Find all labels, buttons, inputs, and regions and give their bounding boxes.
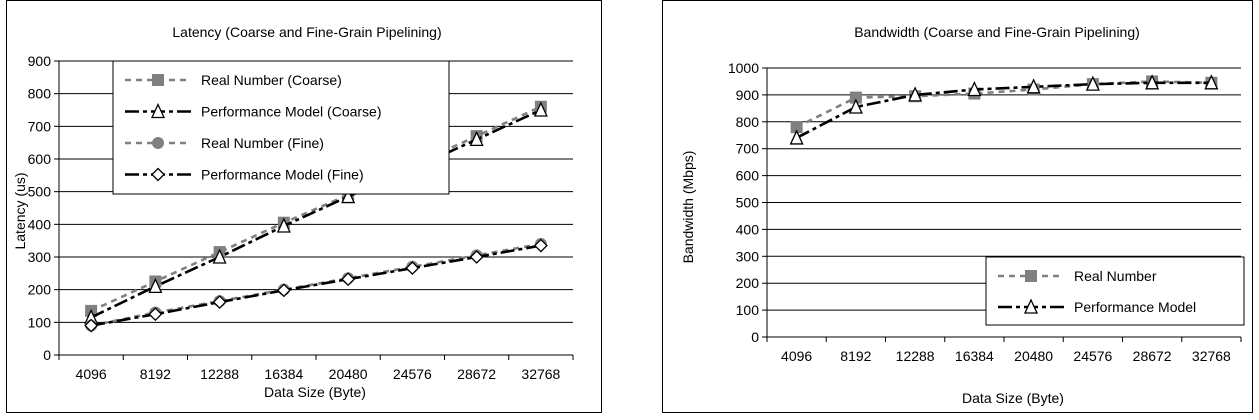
legend-swatch-marker xyxy=(152,137,164,149)
x-tick-label: 20480 xyxy=(329,366,368,382)
y-tick-label: 600 xyxy=(736,168,760,184)
chart-title: Latency (Coarse and Fine-Grain Pipelinin… xyxy=(172,24,441,40)
data-point xyxy=(533,101,548,117)
y-tick-label: 500 xyxy=(28,184,52,200)
y-tick-label: 300 xyxy=(736,248,760,264)
data-point xyxy=(341,272,356,287)
x-tick-label: 28672 xyxy=(1133,348,1172,364)
data-point xyxy=(469,130,484,147)
latency-chart: Latency (Coarse and Fine-Grain Pipelinin… xyxy=(6,0,602,413)
y-tick-label: 0 xyxy=(43,347,51,363)
legend-swatch-marker xyxy=(152,74,164,86)
legend-label: Performance Model (Coarse) xyxy=(201,104,382,120)
series-group xyxy=(789,74,1219,145)
y-tick-label: 400 xyxy=(28,216,52,232)
data-point xyxy=(276,217,291,233)
legend-label: Performance Model xyxy=(1074,299,1196,315)
data-point xyxy=(276,283,291,298)
latency-chart-svg: Latency (Coarse and Fine-Grain Pipelinin… xyxy=(12,24,574,400)
bandwidth-chart: Bandwidth (Coarse and Fine-Grain Pipelin… xyxy=(662,0,1253,413)
legend-box xyxy=(112,60,450,195)
data-point xyxy=(533,238,548,253)
x-axis-label: Data Size (Byte) xyxy=(264,384,366,400)
legend-label: Real Number (Coarse) xyxy=(201,72,342,88)
y-tick-label: 300 xyxy=(28,249,52,265)
data-point xyxy=(341,188,356,204)
data-point xyxy=(148,277,163,294)
legend: Real Number Performance Model xyxy=(985,256,1245,326)
y-axis-label: Latency (us) xyxy=(12,172,28,249)
series-line xyxy=(90,244,542,327)
x-tick-label: 20480 xyxy=(1014,348,1053,364)
data-point xyxy=(849,91,862,104)
grid-group: 0 100 200 300 400 500 600 700 800 900 1000 4096 8192… xyxy=(728,60,1242,364)
x-tick-label: 8192 xyxy=(840,348,871,364)
y-tick-label: 700 xyxy=(736,141,760,157)
data-point xyxy=(212,295,227,309)
y-tick-label: 800 xyxy=(28,86,52,102)
y-tick-label: 200 xyxy=(736,275,760,291)
data-point xyxy=(1085,75,1100,91)
y-tick-label: 100 xyxy=(28,314,52,330)
series-line xyxy=(90,105,542,313)
y-tick-label: 200 xyxy=(28,282,52,298)
data-point xyxy=(1145,74,1160,90)
y-tick-label: 500 xyxy=(736,195,760,211)
y-tick-label: 700 xyxy=(28,118,52,134)
data-point xyxy=(908,86,923,102)
y-tick-label: 800 xyxy=(736,114,760,130)
series-line xyxy=(796,80,1212,129)
legend-label: Real Number (Fine) xyxy=(201,135,324,151)
data-point xyxy=(789,129,804,145)
x-tick-label: 4096 xyxy=(781,348,812,364)
y-axis-label: Bandwidth (Mbps) xyxy=(680,151,696,264)
data-point xyxy=(790,121,803,134)
x-tick-label: 4096 xyxy=(76,366,107,382)
legend-box xyxy=(985,256,1245,326)
x-tick-label: 12288 xyxy=(200,366,239,382)
legend-label: Real Number xyxy=(1074,268,1157,284)
data-point xyxy=(469,250,484,264)
x-axis-label: Data Size (Byte) xyxy=(962,390,1064,406)
chart-title: Bandwidth (Coarse and Fine-Grain Pipelin… xyxy=(854,24,1140,40)
x-tick-label: 24576 xyxy=(393,366,432,382)
data-point xyxy=(1204,74,1219,90)
data-point xyxy=(1026,78,1041,94)
series-line xyxy=(90,108,542,319)
legend-swatch-marker xyxy=(1025,270,1037,282)
y-tick-label: 900 xyxy=(28,53,52,69)
data-point xyxy=(848,98,863,114)
legend-swatch-marker xyxy=(1023,298,1039,314)
legend-swatch-marker xyxy=(150,102,166,119)
y-tick-label: 0 xyxy=(751,329,759,345)
legend: Real Number (Coarse) Performance Model (C… xyxy=(112,60,450,195)
legend-swatch-marker xyxy=(151,167,165,182)
x-tick-label: 12288 xyxy=(896,348,935,364)
data-point xyxy=(212,248,227,264)
y-tick-label: 900 xyxy=(736,87,760,103)
data-point xyxy=(405,261,420,276)
y-tick-label: 100 xyxy=(736,302,760,318)
data-point xyxy=(148,307,163,322)
x-tick-label: 28672 xyxy=(457,366,496,382)
y-tick-label: 1000 xyxy=(728,60,759,76)
x-tick-label: 8192 xyxy=(140,366,171,382)
data-point xyxy=(967,80,982,97)
x-tick-label: 16384 xyxy=(955,348,994,364)
data-point xyxy=(84,318,99,333)
legend-label: Performance Model (Fine) xyxy=(201,167,364,183)
bandwidth-chart-svg: Bandwidth (Coarse and Fine-Grain Pipelin… xyxy=(680,24,1245,406)
x-tick-label: 32768 xyxy=(1192,348,1231,364)
x-tick-label: 16384 xyxy=(264,366,303,382)
y-tick-label: 600 xyxy=(28,151,52,167)
x-tick-label: 32768 xyxy=(521,366,560,382)
series-line xyxy=(796,81,1212,140)
x-tick-label: 24576 xyxy=(1073,348,1112,364)
y-tick-label: 400 xyxy=(736,221,760,237)
